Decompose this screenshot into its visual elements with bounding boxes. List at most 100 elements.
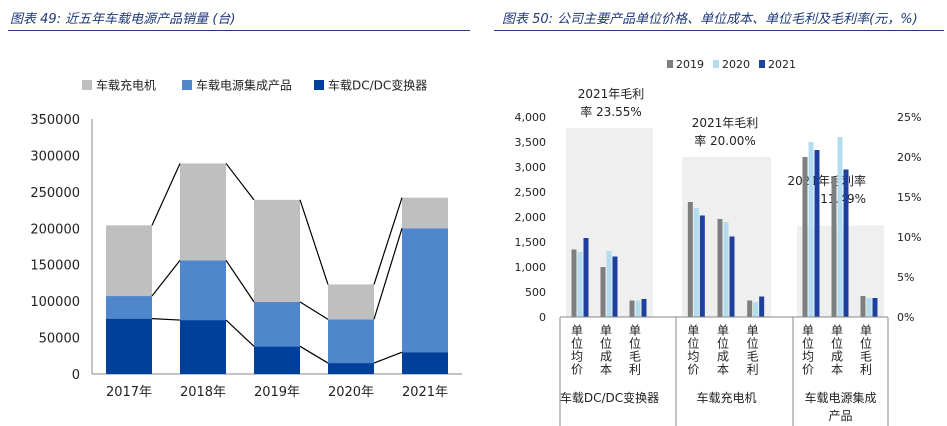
- bar: [583, 238, 589, 317]
- right-title-rule: [494, 30, 944, 31]
- bar: [571, 249, 577, 317]
- right-chart-title: 图表 50: 公司主要产品单位价格、单位成本、单位毛利及毛利率(元，%): [502, 12, 918, 27]
- y-tick-label: 300000: [30, 149, 80, 164]
- bar: [837, 137, 843, 317]
- legend-label: 2020: [722, 58, 750, 71]
- legend-label: 车载电源集成产品: [196, 78, 292, 93]
- bar: [693, 208, 699, 317]
- left-chart-title: 图表 49: 近五年车载电源产品销量 (台): [10, 12, 236, 27]
- series-connector-line: [299, 199, 329, 285]
- gross-margin-annotation: 率 23.55%: [580, 104, 642, 119]
- bar: [802, 157, 808, 317]
- series-connector-line: [299, 301, 329, 320]
- bar-segment: [328, 319, 374, 364]
- y2-tick-label: 20%: [897, 151, 921, 164]
- x-category-label: 单位均价: [801, 324, 815, 376]
- x-category-label: 单位均价: [686, 324, 700, 376]
- series-connector-line: [151, 318, 181, 321]
- bar: [612, 256, 618, 317]
- x-tick-label: 2019年: [254, 385, 300, 400]
- y-tick-label: 3,500: [515, 136, 547, 149]
- y-tick-label: 350000: [30, 113, 80, 128]
- bar: [577, 252, 583, 317]
- legend-swatch: [713, 60, 719, 68]
- bar: [729, 236, 735, 317]
- y-tick-label: 1,500: [515, 236, 547, 249]
- bar: [843, 169, 849, 317]
- bar: [699, 215, 705, 317]
- series-connector-line: [151, 163, 181, 226]
- bar-segment: [254, 346, 300, 374]
- bar-segment: [328, 363, 374, 374]
- bar: [641, 299, 647, 317]
- legend-swatch: [182, 80, 192, 90]
- x-category-label: 单位毛利: [628, 324, 642, 376]
- series-connector-line: [225, 319, 255, 347]
- legend-swatch: [759, 60, 765, 68]
- x-tick-label: 2021年: [402, 385, 448, 400]
- series-connector-line: [225, 163, 255, 201]
- legend-swatch: [314, 80, 324, 90]
- series-connector-line: [151, 259, 181, 297]
- bar-segment: [254, 301, 300, 347]
- x-tick-label: 2018年: [180, 385, 226, 400]
- y-tick-label: 2,000: [515, 211, 547, 224]
- series-connector-line: [225, 260, 255, 303]
- y-tick-label: 500: [525, 286, 546, 299]
- y-tick-label: 0: [72, 368, 80, 383]
- bar: [759, 296, 765, 317]
- bar: [831, 177, 837, 317]
- gross-margin-annotation: 2021年毛利: [692, 116, 759, 130]
- y-tick-label: 0: [539, 311, 546, 324]
- bar-segment: [106, 296, 152, 319]
- legend-label: 车载DC/DC变换器: [328, 78, 427, 93]
- y-tick-label: 3,000: [515, 161, 547, 174]
- bar-segment: [180, 163, 226, 261]
- series-connector-line: [373, 197, 403, 285]
- y-tick-label: 100000: [30, 295, 80, 310]
- bar: [717, 219, 723, 317]
- bar: [600, 267, 606, 317]
- x-tick-label: 2017年: [106, 385, 152, 400]
- group-label: 产品: [828, 409, 852, 423]
- bar: [635, 300, 641, 317]
- x-category-label: 单位成本: [716, 324, 730, 376]
- y-tick-label: 50000: [39, 332, 80, 347]
- series-connector-line: [373, 228, 403, 320]
- bar-segment: [106, 318, 152, 374]
- y2-tick-label: 10%: [897, 231, 921, 244]
- legend-swatch: [82, 80, 92, 90]
- x-category-label: 单位均价: [570, 324, 584, 376]
- bar-segment: [402, 228, 448, 353]
- x-category-label: 单位毛利: [745, 324, 759, 376]
- bar: [814, 150, 820, 317]
- y2-tick-label: 5%: [897, 271, 914, 284]
- bar-segment: [106, 225, 152, 297]
- bar: [808, 142, 814, 317]
- bar: [629, 300, 635, 317]
- left-title-rule: [8, 30, 470, 31]
- y-tick-label: 4,000: [515, 111, 547, 124]
- x-category-label: 单位成本: [830, 324, 844, 376]
- bar: [866, 298, 872, 317]
- bar-segment: [180, 320, 226, 374]
- bar: [753, 302, 759, 317]
- bar-segment: [254, 199, 300, 302]
- group-label: 车载充电机: [696, 390, 756, 405]
- bar: [747, 300, 753, 317]
- bar: [687, 202, 693, 317]
- legend-label: 2019: [676, 58, 704, 71]
- group-label: 车载电源集成: [804, 390, 876, 405]
- gross-margin-annotation: 2021年毛利: [578, 87, 645, 101]
- bar: [872, 298, 878, 317]
- gross-margin-annotation: 2021年毛利率: [787, 173, 866, 188]
- gross-margin-annotation: 11.49%: [820, 192, 866, 206]
- x-tick-label: 2020年: [328, 385, 374, 400]
- x-category-label: 单位毛利: [859, 324, 873, 376]
- y-tick-label: 250000: [30, 186, 80, 201]
- y-tick-label: 150000: [30, 259, 80, 274]
- series-connector-line: [373, 351, 403, 364]
- bar-segment: [402, 352, 448, 374]
